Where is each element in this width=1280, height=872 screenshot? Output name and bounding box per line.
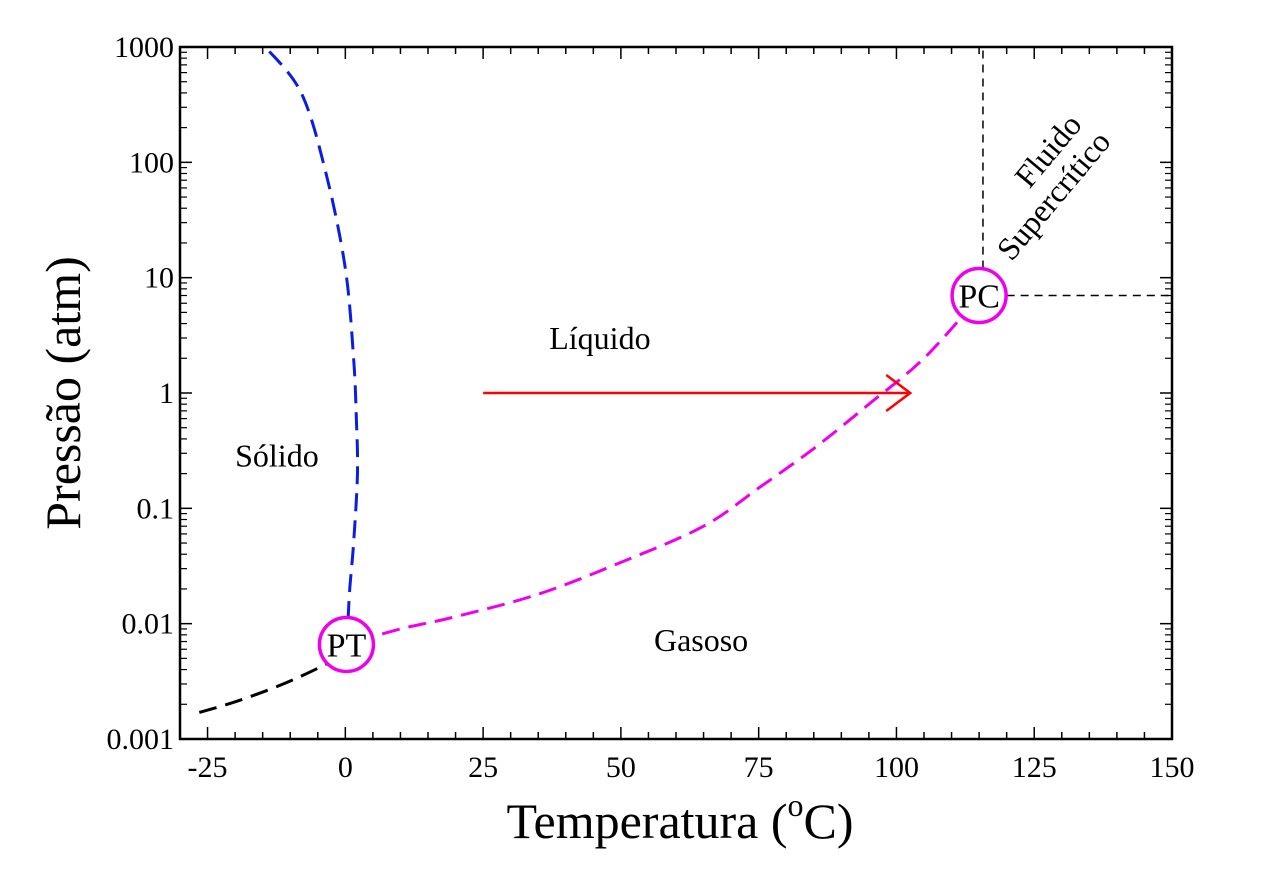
y-tick-label: 1 (159, 377, 174, 410)
x-tick-label: 50 (606, 751, 636, 784)
arrow-layer (483, 374, 913, 412)
marker-label-pc: PC (958, 279, 1000, 316)
plot-frame (178, 45, 1174, 741)
x-axis-label-end: C) (804, 793, 854, 849)
y-tick-label: 1000 (114, 31, 174, 64)
x-tick-label: 25 (468, 751, 498, 784)
marker-label-pt: PT (327, 627, 367, 664)
region-label: Líquido (549, 320, 650, 356)
x-axis-label: Temperatura (oC) (506, 787, 853, 849)
x-tick-label: 150 (1150, 751, 1195, 784)
x-tick-label: 125 (1012, 751, 1057, 784)
marker-circle-pt (317, 615, 376, 674)
y-tick-label: 10 (144, 262, 174, 295)
arrow-head (885, 374, 913, 412)
x-axis-label-text: Temperatura ( (506, 793, 787, 849)
region-label: Gasoso (654, 622, 748, 658)
x-tick-label: 75 (744, 751, 774, 784)
x-tick-labels: -25 0 25 50 75 100 125 150 (188, 751, 1195, 784)
y-tick-label: 100 (129, 146, 174, 179)
x-tick-label: 100 (874, 751, 919, 784)
series-line-2 (198, 652, 347, 714)
y-tick-label: 0.001 (107, 723, 175, 756)
series-layer (198, 47, 1172, 714)
region-label: Sólido (235, 438, 319, 474)
marker-circle-pc (950, 266, 1008, 325)
x-axis-label-superscript: o (788, 787, 804, 823)
y-axis-label: Pressão (atm) (35, 256, 91, 530)
y-tick-label: 0.1 (137, 492, 175, 525)
y-tick-label: 0.01 (122, 608, 175, 641)
series-line-0 (264, 47, 360, 619)
series-line-1 (355, 295, 981, 643)
y-tick-labels: 0.001 0.01 0.1 1 10 100 1000 (107, 31, 175, 756)
x-tick-label: 0 (338, 751, 353, 784)
markers-layer: PT PC (317, 266, 1008, 674)
x-tick-label: -25 (188, 751, 228, 784)
